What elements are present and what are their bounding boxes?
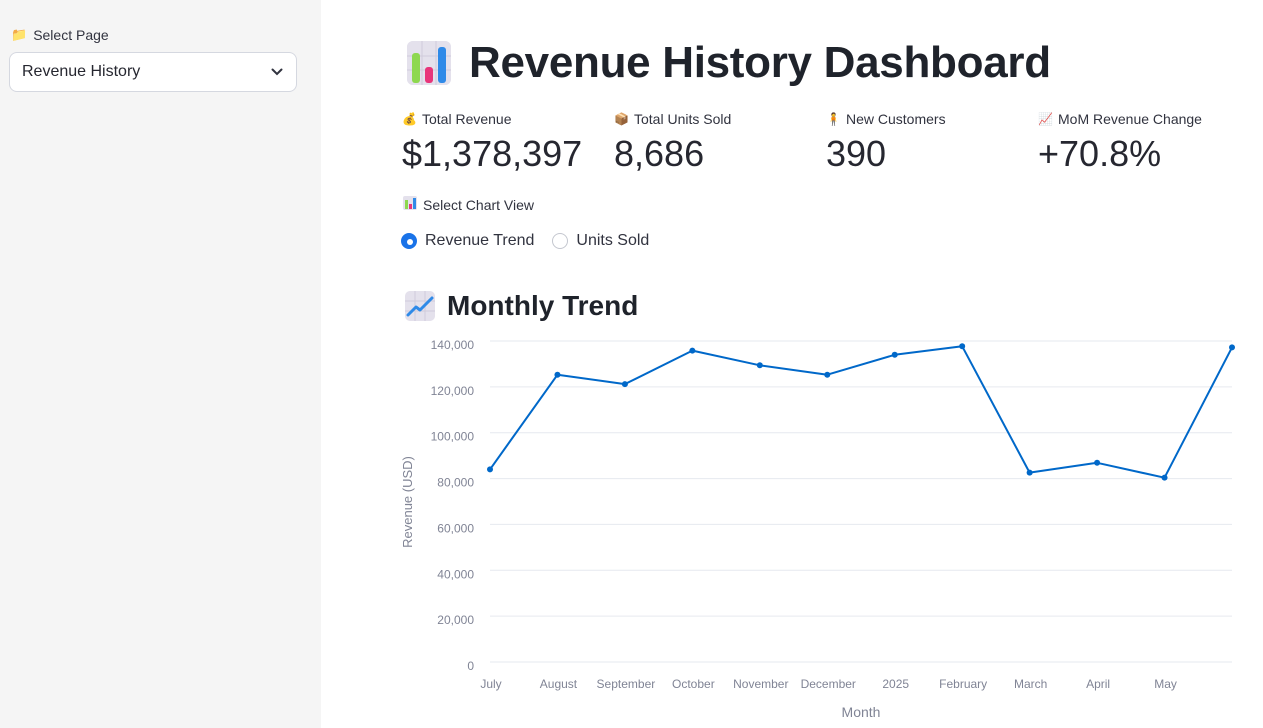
main-content: Revenue History Dashboard 💰 Total Revenue… xyxy=(321,0,1263,728)
folder-icon: 📁 xyxy=(11,27,28,42)
section-title: Monthly Trend xyxy=(405,290,638,322)
metric-value: 390 xyxy=(826,133,887,174)
page-select-value: Revenue History xyxy=(22,63,141,80)
radio-button-checked[interactable] xyxy=(401,233,417,249)
metric-label: New Customers xyxy=(846,111,946,127)
trend-up-icon: 📈 xyxy=(1038,112,1053,126)
metric-total-units: 📦 Total Units Sold 8,686 xyxy=(614,110,826,174)
radio-revenue-trend[interactable]: Revenue Trend xyxy=(401,232,534,250)
select-page-label: 📁 Select Page xyxy=(11,27,109,43)
sidebar: 📁 Select Page Revenue History xyxy=(0,0,321,728)
section-title-text: Monthly Trend xyxy=(447,290,639,321)
money-bag-icon: 💰 xyxy=(402,112,417,126)
chart-view-label-text: Select Chart View xyxy=(423,196,535,213)
package-icon: 📦 xyxy=(614,112,629,126)
radio-label: Units Sold xyxy=(576,232,650,249)
metric-value: +70.8% xyxy=(1038,133,1162,174)
chart-view-label: Select Chart View xyxy=(403,196,534,213)
metric-value: 8,686 xyxy=(614,133,705,174)
person-icon: 🧍 xyxy=(826,112,841,126)
trend-up-icon xyxy=(405,291,435,321)
page-title-text: Revenue History Dashboard xyxy=(469,38,1051,87)
metric-total-revenue: 💰 Total Revenue $1,378,397 xyxy=(402,110,614,174)
chevron-down-icon xyxy=(270,65,284,79)
page-title: Revenue History Dashboard xyxy=(407,38,1051,88)
radio-label: Revenue Trend xyxy=(425,232,535,249)
bar-chart-icon xyxy=(407,41,451,85)
metric-label: MoM Revenue Change xyxy=(1058,111,1202,127)
metric-new-customers: 🧍 New Customers 390 xyxy=(826,110,1038,174)
page-select[interactable]: Revenue History xyxy=(9,52,297,92)
metrics-row: 💰 Total Revenue $1,378,397 📦 Total Units S… xyxy=(402,110,1250,174)
radio-units-sold[interactable]: Units Sold xyxy=(552,232,649,250)
bar-chart-icon xyxy=(403,196,417,213)
radio-button-unchecked[interactable] xyxy=(552,233,569,249)
metric-label: Total Units Sold xyxy=(634,111,732,127)
metric-mom-change: 📈 MoM Revenue Change +70.8% xyxy=(1038,110,1250,174)
metric-value: $1,378,397 xyxy=(402,133,583,174)
metric-label: Total Revenue xyxy=(422,111,512,127)
chart-view-radio-group: Revenue Trend Units Sold xyxy=(401,232,649,250)
select-page-label-text: Select Page xyxy=(33,27,109,43)
